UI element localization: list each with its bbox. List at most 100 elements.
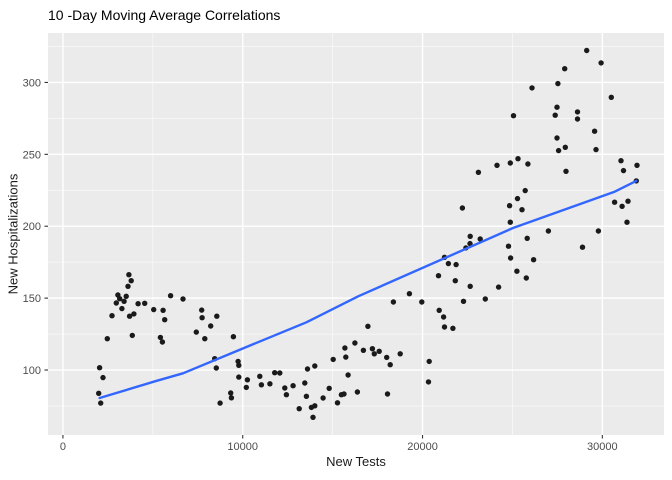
- data-point: [574, 116, 581, 122]
- data-point: [611, 199, 618, 205]
- data-point: [117, 296, 123, 302]
- data-point: [369, 346, 376, 352]
- data-point: [419, 299, 425, 305]
- data-point: [505, 243, 512, 249]
- data-point: [584, 47, 590, 54]
- data-point: [302, 380, 308, 386]
- data-point: [515, 156, 521, 162]
- data-point: [160, 307, 166, 313]
- data-point: [104, 336, 111, 342]
- data-point: [387, 362, 393, 368]
- data-point: [574, 109, 581, 115]
- data-point: [167, 293, 174, 299]
- data-point: [482, 296, 488, 302]
- data-point: [530, 257, 537, 263]
- data-point: [524, 235, 530, 241]
- data-point: [555, 80, 561, 87]
- data-point: [180, 296, 186, 302]
- data-point: [598, 60, 604, 66]
- data-point: [445, 260, 452, 267]
- data-point: [236, 374, 242, 380]
- data-point: [296, 406, 302, 412]
- data-point: [563, 168, 569, 174]
- data-point: [406, 291, 413, 297]
- data-point: [562, 144, 568, 150]
- data-point: [228, 395, 235, 401]
- data-point: [384, 354, 390, 361]
- data-point: [390, 299, 397, 305]
- data-point: [157, 334, 164, 341]
- data-point: [467, 233, 473, 239]
- data-point: [258, 382, 265, 388]
- data-point: [159, 339, 166, 345]
- data-point: [514, 268, 520, 274]
- data-point: [290, 383, 296, 389]
- data-point: [230, 334, 237, 340]
- data-point: [125, 283, 131, 289]
- data-point: [625, 198, 631, 204]
- y-axis-title: New Hospitalizations: [5, 173, 21, 295]
- data-point: [507, 219, 513, 225]
- data-point: [555, 147, 562, 154]
- trend-line: [98, 179, 638, 400]
- data-point: [608, 94, 614, 101]
- data-point: [352, 340, 358, 346]
- data-point: [312, 403, 318, 409]
- data-point: [360, 347, 367, 353]
- data-point: [272, 370, 278, 376]
- data-point: [554, 104, 560, 110]
- data-point: [619, 203, 625, 209]
- data-point: [510, 113, 517, 119]
- data-point: [312, 363, 318, 369]
- data-point: [467, 240, 473, 247]
- data-point: [334, 400, 341, 406]
- data-point: [354, 389, 361, 395]
- data-point: [467, 283, 473, 289]
- data-point: [151, 306, 157, 313]
- data-point: [426, 358, 432, 365]
- data-point: [460, 298, 467, 304]
- data-point: [529, 85, 535, 91]
- data-point: [100, 374, 106, 381]
- y-tick-label: 250: [23, 149, 41, 161]
- data-point: [126, 272, 132, 278]
- data-point: [624, 219, 630, 225]
- x-tick-label: 10000: [227, 441, 258, 453]
- data-point: [343, 354, 349, 360]
- data-point: [202, 336, 208, 342]
- x-tick-label: 20000: [407, 441, 438, 453]
- data-point: [522, 187, 528, 194]
- data-point: [126, 313, 133, 319]
- data-point: [450, 325, 456, 331]
- data-point: [506, 203, 513, 209]
- data-point: [129, 332, 135, 339]
- data-point: [199, 307, 205, 313]
- data-point: [243, 384, 249, 391]
- data-point: [228, 390, 234, 396]
- data-point: [618, 158, 624, 164]
- data-point: [384, 391, 391, 397]
- data-point: [113, 300, 120, 306]
- x-tick-label: 30000: [587, 441, 618, 453]
- data-point: [217, 400, 223, 406]
- data-point: [365, 323, 371, 329]
- data-point: [162, 317, 168, 323]
- data-point: [523, 275, 529, 281]
- data-point: [591, 128, 598, 134]
- data-point: [554, 135, 560, 141]
- data-point: [326, 385, 332, 391]
- data-point: [620, 167, 627, 174]
- data-point: [121, 298, 127, 304]
- data-point: [208, 323, 214, 329]
- data-point: [320, 395, 326, 401]
- data-point: [277, 370, 283, 376]
- data-point: [214, 313, 220, 319]
- data-point: [435, 273, 442, 279]
- data-point: [330, 356, 336, 363]
- data-point: [236, 362, 242, 368]
- data-point: [310, 414, 316, 420]
- data-point: [98, 400, 104, 406]
- data-point: [123, 293, 129, 299]
